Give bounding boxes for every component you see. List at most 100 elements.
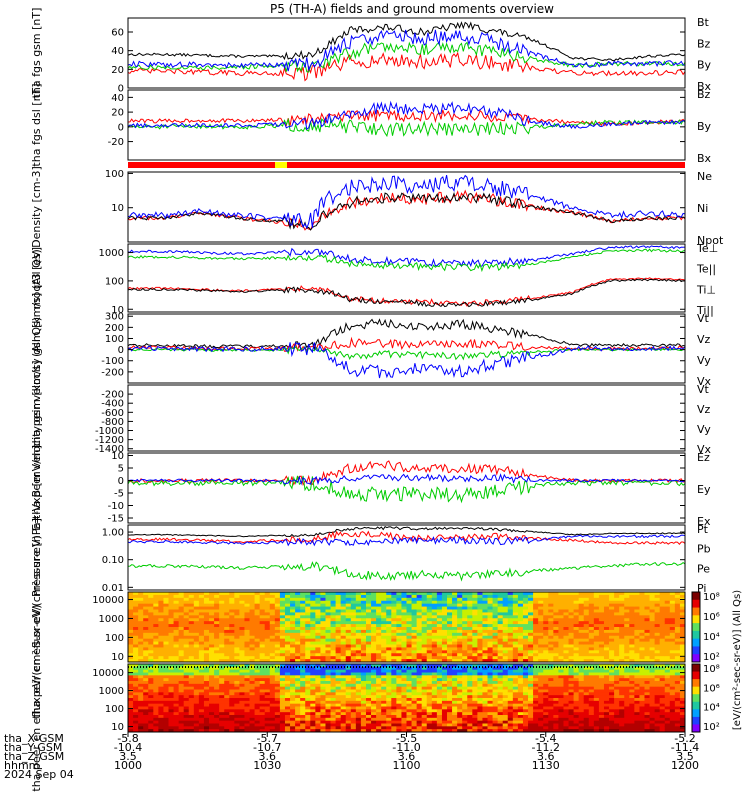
heatmap-cell	[214, 666, 220, 671]
heatmap-cell	[507, 612, 514, 616]
heatmap-cell	[614, 603, 620, 607]
heatmap-cell	[209, 703, 215, 707]
heatmap-cell	[300, 629, 306, 634]
heatmap-cell	[264, 600, 271, 605]
heatmap-cell	[138, 672, 144, 676]
heatmap-cell	[674, 656, 681, 660]
heatmap-cell	[452, 709, 458, 713]
heatmap-cell	[548, 692, 554, 696]
heatmap-cell	[558, 618, 564, 622]
heatmap-cell	[568, 706, 574, 710]
heatmap-cell	[168, 666, 174, 671]
heatmap-cell	[391, 600, 397, 605]
heatmap-cell	[345, 683, 352, 688]
heatmap-cell	[381, 715, 387, 719]
heatmap-cell	[214, 644, 220, 648]
heatmap-cell	[664, 656, 671, 660]
heatmap-cell	[335, 627, 342, 631]
heatmap-cell	[290, 638, 296, 642]
heatmap-cell	[274, 703, 281, 707]
heatmap-cell	[477, 635, 483, 640]
heatmap-cell	[310, 653, 316, 657]
heatmap-cell	[284, 672, 291, 676]
heatmap-cell	[249, 653, 255, 657]
heatmap-cell	[163, 644, 169, 648]
series-line-By	[127, 117, 686, 138]
heatmap-cell	[173, 629, 180, 634]
heatmap-cell	[335, 726, 342, 730]
heatmap-cell	[639, 618, 645, 622]
heatmap-cell	[178, 597, 185, 602]
heatmap-cell	[365, 594, 372, 599]
heatmap-cell	[467, 603, 473, 607]
heatmap-cell	[497, 712, 504, 716]
heatmap-cell	[573, 632, 580, 637]
heatmap-cell	[603, 612, 610, 616]
heatmap-cell	[593, 621, 600, 625]
heatmap-cell	[178, 681, 185, 685]
heatmap-cell	[295, 650, 301, 654]
heatmap-cell	[416, 603, 423, 607]
heatmap-cell	[224, 592, 230, 596]
heatmap-cell	[305, 683, 311, 688]
heatmap-cell	[229, 715, 235, 719]
heatmap-cell	[269, 612, 276, 616]
heatmap-cell	[548, 700, 554, 705]
heatmap-cell	[335, 717, 342, 722]
heatmap-cell	[517, 681, 524, 685]
heatmap-cell	[219, 686, 225, 690]
heatmap-cell	[528, 726, 534, 730]
heatmap-cell	[148, 720, 154, 724]
heatmap-cell	[512, 666, 519, 671]
series-line-Bt	[127, 21, 686, 62]
heatmap-cell	[401, 698, 407, 702]
heatmap-cell	[568, 695, 574, 699]
heatmap-cell	[188, 603, 195, 607]
heatmap-cell	[588, 603, 595, 607]
heatmap-cell	[674, 624, 681, 628]
heatmap-cell	[593, 647, 600, 651]
heatmap-cell	[284, 683, 291, 688]
heatmap-cell	[133, 717, 139, 722]
heatmap-cell	[578, 609, 585, 613]
heatmap-cell	[462, 686, 468, 690]
heatmap-cell	[128, 664, 134, 668]
heatmap-cell	[295, 709, 301, 713]
heatmap-cell	[431, 666, 438, 671]
heatmap-cell	[401, 729, 407, 733]
heatmap-cell	[477, 726, 483, 730]
heatmap-cell	[209, 615, 215, 619]
heatmap-cell	[386, 615, 392, 619]
heatmap-cell	[143, 647, 149, 651]
heatmap-cell	[401, 681, 407, 685]
heatmap-cell	[203, 656, 210, 660]
heatmap-cell	[259, 627, 266, 631]
heatmap-cell	[664, 653, 671, 657]
heatmap-cell	[365, 706, 372, 710]
heatmap-cell	[401, 656, 407, 660]
heatmap-cell	[522, 715, 529, 719]
heatmap-cell	[482, 681, 488, 685]
heatmap-cell	[497, 618, 504, 622]
heatmap-cell	[269, 692, 276, 696]
heatmap-cell	[528, 703, 534, 707]
heatmap-cell	[325, 709, 331, 713]
heatmap-cell	[148, 644, 154, 648]
heatmap-cell	[431, 612, 438, 616]
heatmap-cell	[209, 632, 215, 637]
heatmap-cell	[396, 647, 402, 651]
heatmap-cell	[528, 669, 534, 673]
heatmap-cell	[198, 678, 205, 682]
heatmap-cell	[416, 706, 423, 710]
heatmap-cell	[411, 669, 418, 673]
heatmap-cell	[264, 664, 271, 668]
heatmap-cell	[274, 644, 281, 648]
heatmap-cell	[583, 644, 590, 648]
heatmap-cell	[239, 650, 245, 654]
heatmap-cell	[355, 712, 362, 716]
heatmap-cell	[457, 653, 463, 657]
heatmap-cell	[360, 692, 367, 696]
heatmap-cell	[421, 600, 428, 605]
heatmap-cell	[138, 723, 144, 727]
heatmap-cell	[259, 647, 266, 651]
